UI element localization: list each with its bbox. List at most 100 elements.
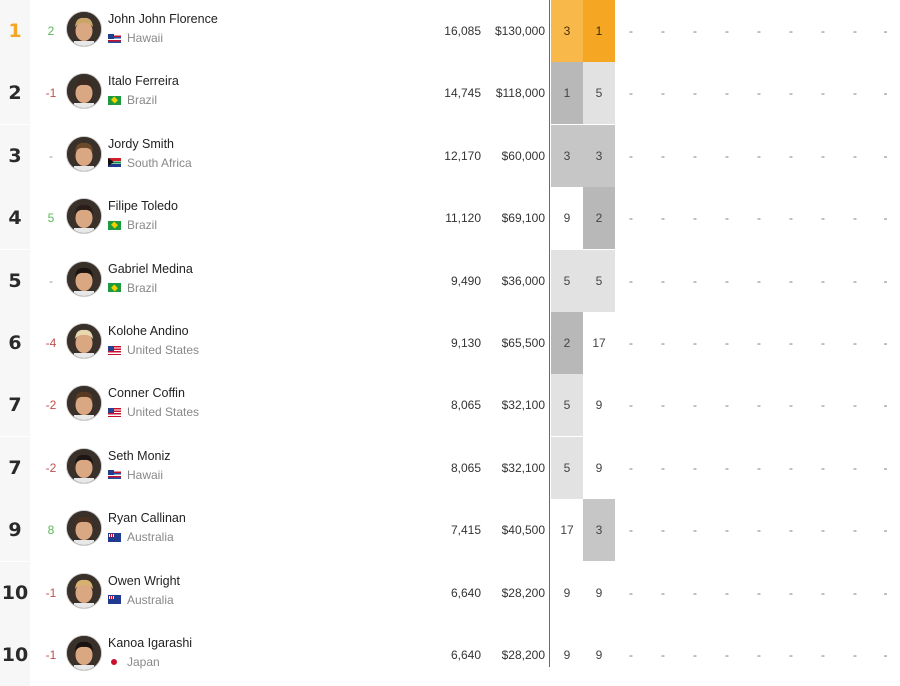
event-result-2[interactable]: 9 <box>595 648 603 662</box>
surfer-name[interactable]: Kolohe Andino <box>108 324 189 338</box>
avatar[interactable] <box>66 260 102 297</box>
event-result-2[interactable]: 9 <box>595 460 603 475</box>
event-result-empty: - <box>821 24 825 38</box>
table-row[interactable]: 3- Jordy Smith South Africa 12,170 $60,000 3 3… <box>0 124 900 187</box>
avatar[interactable] <box>66 11 102 47</box>
event-result-2[interactable]: 9 <box>595 398 603 413</box>
event-result-empty: - <box>629 211 633 226</box>
event-result-empty: - <box>789 460 793 475</box>
table-row[interactable]: 2 -1 Italo Ferreira Brazil 14,745 $118,000 1 5-… <box>0 62 900 125</box>
surfer-name[interactable]: Gabriel Medina <box>108 261 193 276</box>
event-result-empty: - <box>757 460 761 475</box>
event-result-1[interactable]: 1 <box>551 62 583 125</box>
event-result-2[interactable]: 2 <box>583 187 615 250</box>
avatar[interactable] <box>66 447 102 484</box>
event-result-1[interactable]: 17 <box>560 523 574 538</box>
event-result-1[interactable]: 5 <box>551 374 583 437</box>
surfer-name[interactable]: Filipe Toledo <box>108 199 178 214</box>
table-row[interactable]: 1 2 John John Florence Hawaii 16,085 $130,000… <box>0 0 900 62</box>
table-row[interactable]: 10 -1 Kanoa Igarashi Japan 6,640 $28,200 9 9 - - -… <box>0 624 900 686</box>
surfer-name[interactable]: Jordy Smith <box>108 136 174 151</box>
points-value: 9,490 <box>450 273 481 288</box>
event-result-1[interactable]: 9 <box>563 211 571 226</box>
surfer-name[interactable]: Italo Ferreira <box>108 74 179 89</box>
surfer-name[interactable]: Owen Wright <box>108 573 181 588</box>
event-result-empty: - <box>725 273 729 288</box>
event-result-2[interactable]: 3 <box>583 499 615 562</box>
table-row[interactable]: 6 -4 Kolohe Andino United States 9,130 $65,50… <box>0 312 900 374</box>
rank-change: -1 <box>45 585 57 600</box>
table-row[interactable]: 9 8 Ryan Callinan Australia 7,415 $40,500 17 3-… <box>0 499 900 562</box>
event-result-empty: - <box>821 398 825 413</box>
avatar[interactable] <box>66 73 102 110</box>
event-result-empty: - <box>883 585 888 600</box>
rank-number: 1 <box>0 0 30 62</box>
avatar[interactable] <box>66 635 102 671</box>
event-result-1[interactable]: 5 <box>551 436 583 499</box>
table-row[interactable]: 10 -1 Owen Wright Australia 6,640 $28,200 9 9 - -… <box>0 561 900 624</box>
event-result-empty: - <box>883 336 888 350</box>
column-divider <box>549 0 550 667</box>
surfer-name[interactable]: Conner Coffin <box>108 386 185 401</box>
rank-number: 4 <box>0 187 30 250</box>
event-result-empty: - <box>693 86 697 101</box>
avatar[interactable] <box>66 135 102 172</box>
event-result-empty: - <box>693 523 697 538</box>
hawaii-flag-icon <box>108 470 121 480</box>
table-row[interactable]: 7 -2 Seth Moniz Hawaii 8,065 $32,100 5 9 - - - - - - -… <box>0 436 900 499</box>
event-result-empty: - <box>725 648 729 662</box>
table-row[interactable]: 4 5 Filipe Toledo Brazil 11,120 $69,100 9 2- - - -… <box>0 187 900 250</box>
event-result-empty: - <box>693 273 697 288</box>
rank-number: 7 <box>0 436 30 499</box>
country-name: Japan <box>127 655 160 669</box>
jp-flag-icon <box>108 658 121 667</box>
avatar[interactable] <box>66 510 102 547</box>
event-result-empty: - <box>661 460 665 475</box>
avatar[interactable] <box>66 572 102 609</box>
event-result-1[interactable]: 5 <box>551 249 583 312</box>
points-value: 6,640 <box>450 648 481 662</box>
surfer-country: Hawaii <box>108 31 163 45</box>
event-result-empty: - <box>757 211 761 226</box>
event-result-1[interactable]: 9 <box>563 648 571 662</box>
event-result-1[interactable]: 9 <box>563 585 571 600</box>
event-result-empty: - <box>629 523 633 538</box>
rank-change: 2 <box>47 24 55 38</box>
surfer-name[interactable]: John John Florence <box>108 12 218 26</box>
rank-change: -4 <box>45 336 57 350</box>
event-result-empty: - <box>853 86 857 101</box>
event-result-1[interactable]: 3 <box>551 0 583 62</box>
rank-change: -1 <box>45 648 57 662</box>
avatar[interactable] <box>66 323 102 359</box>
event-result-2[interactable]: 3 <box>583 124 615 187</box>
event-result-2[interactable]: 17 <box>592 336 606 350</box>
rankings-table: 1 2 John John Florence Hawaii 16,085 $130,000… <box>0 0 900 667</box>
event-result-empty: - <box>853 336 857 350</box>
table-row[interactable]: 5- Gabriel Medina Brazil 9,490 $36,000 5 5- - - -… <box>0 249 900 312</box>
event-result-2[interactable]: 1 <box>583 0 615 62</box>
event-result-empty: - <box>853 523 857 538</box>
event-result-empty: - <box>725 148 729 163</box>
event-result-empty: - <box>693 24 697 38</box>
surfer-country: Brazil <box>108 281 157 295</box>
avatar[interactable] <box>66 385 102 422</box>
event-result-empty: - <box>629 336 633 350</box>
event-result-1[interactable]: 3 <box>551 124 583 187</box>
event-result-2[interactable]: 5 <box>583 249 615 312</box>
surfer-name[interactable]: Ryan Callinan <box>108 511 186 526</box>
event-result-empty: - <box>725 523 729 538</box>
event-result-empty: - <box>629 398 633 413</box>
country-name: United States <box>127 343 200 357</box>
event-result-empty: - <box>883 148 888 163</box>
event-result-empty: - <box>661 273 665 288</box>
surfer-name[interactable]: Seth Moniz <box>108 448 171 463</box>
event-result-empty: - <box>821 648 825 662</box>
event-result-1[interactable]: 2 <box>551 312 583 374</box>
event-result-2[interactable]: 5 <box>583 62 615 125</box>
prize-money-value: $36,000 <box>501 273 545 288</box>
avatar[interactable] <box>66 198 102 235</box>
brazil-flag-icon <box>108 220 121 230</box>
event-result-2[interactable]: 9 <box>595 585 603 600</box>
table-row[interactable]: 7 -2 Conner Coffin United States 8,065 $32,10… <box>0 374 900 437</box>
surfer-name[interactable]: Kanoa Igarashi <box>108 636 193 650</box>
